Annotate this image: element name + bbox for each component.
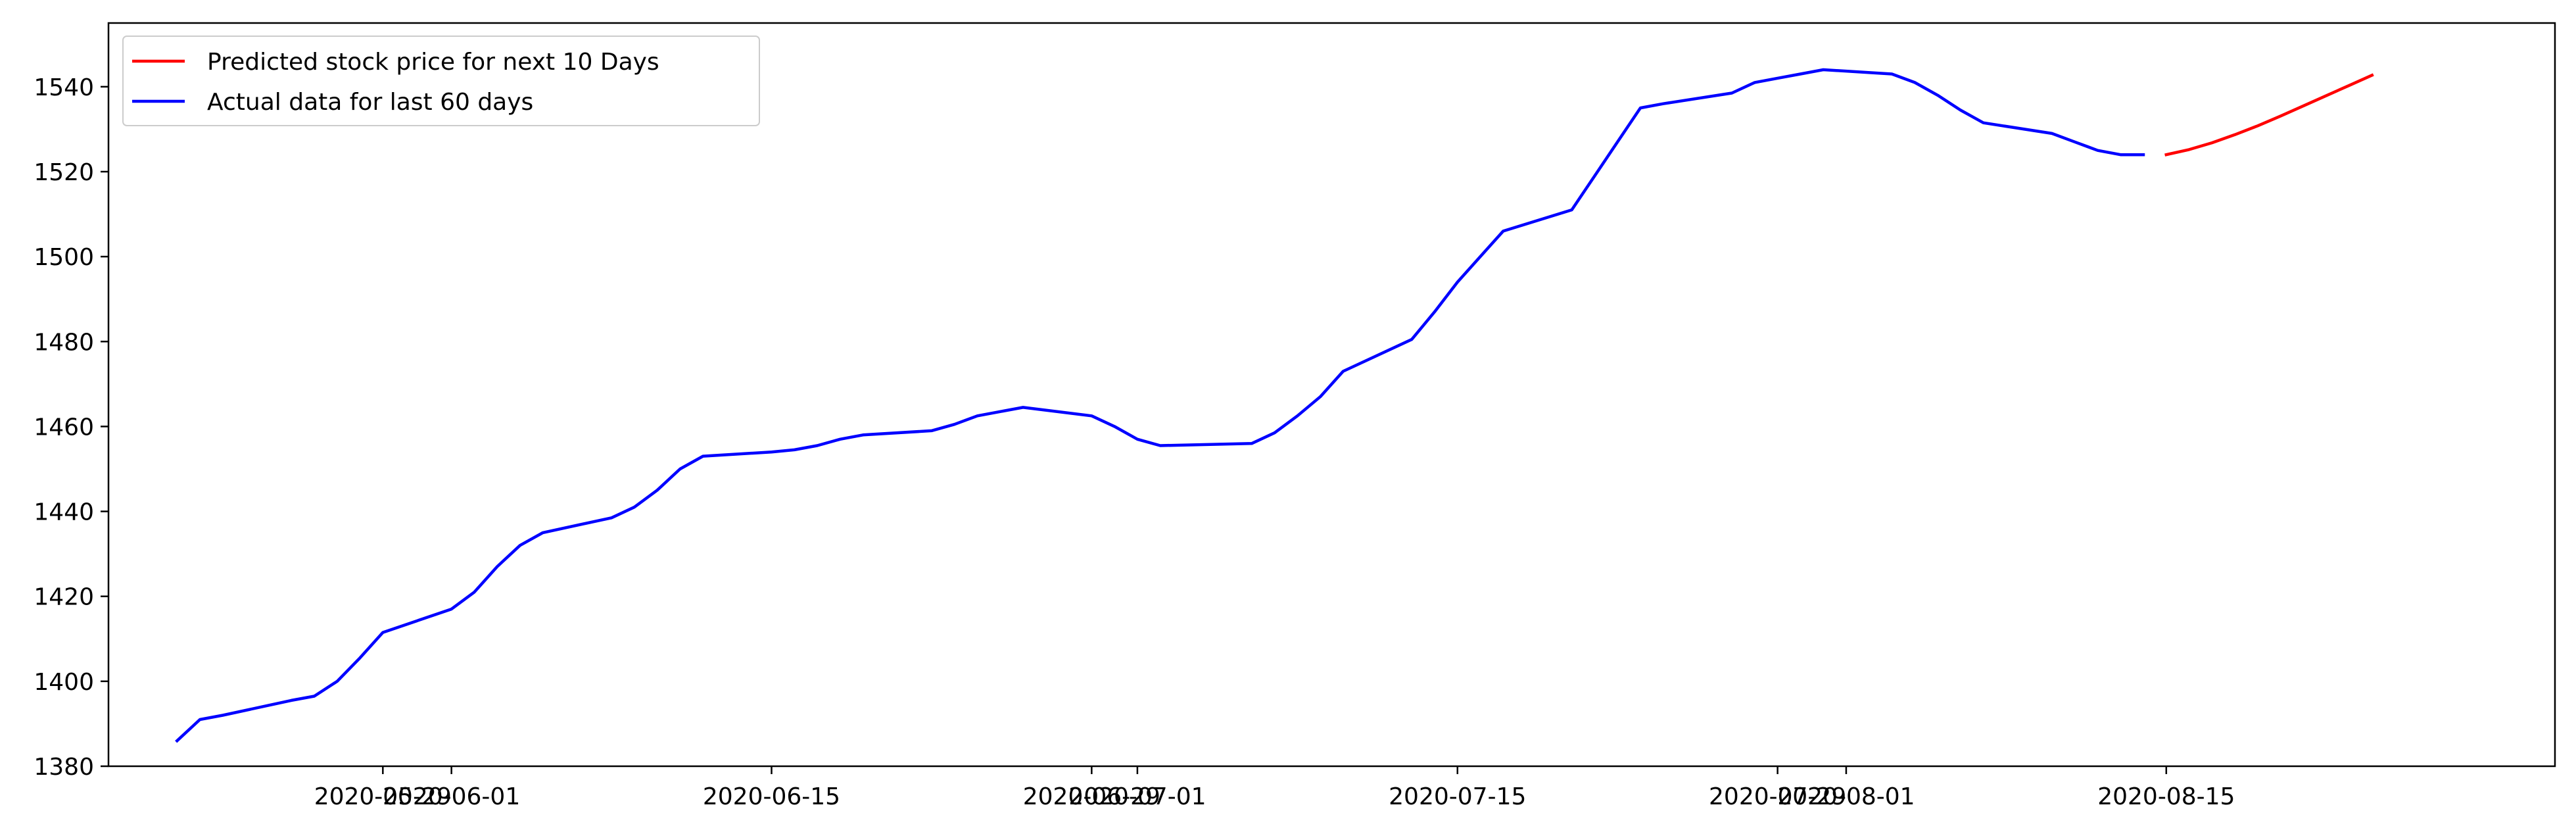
plot-frame [107, 22, 2556, 768]
x-tick-label: 2020-07-01 [1068, 783, 1206, 810]
x-tick-label: 2020-05-29 [314, 783, 452, 810]
y-axis: 1380 1400 1420 1440 1460 1480 1500 1520 1540 [34, 74, 108, 781]
x-tick-label: 2020-08-15 [2097, 783, 2235, 810]
y-tick-label: 1400 [34, 669, 94, 696]
plot-lines [175, 68, 2374, 743]
y-tick-label: 1420 [34, 584, 94, 611]
legend-label-predicted: Predicted stock price for next 10 Days [207, 49, 659, 76]
y-tick-label: 1380 [34, 754, 94, 781]
series-line-actual [175, 68, 2145, 743]
y-tick-label: 1440 [34, 499, 94, 526]
legend: Predicted stock price for next 10 Days A… [122, 36, 760, 126]
x-tick-label: 2020-08-01 [1777, 783, 1915, 810]
y-tick-label: 1500 [34, 244, 94, 271]
series-line-predicted [2164, 73, 2374, 157]
y-tick-label: 1520 [34, 159, 94, 186]
y-tick-label: 1460 [34, 414, 94, 441]
x-tick-label: 2020-06-01 [383, 783, 520, 810]
y-tick-label: 1480 [34, 329, 94, 356]
x-tick-label: 2020-07-29 [1709, 783, 1846, 810]
x-tick-label: 2020-07-15 [1389, 783, 1526, 810]
x-tick-label: 2020-06-15 [703, 783, 840, 810]
legend-label-actual: Actual data for last 60 days [207, 89, 533, 116]
x-tick-label: 2020-06-29 [1023, 783, 1160, 810]
legend-box [122, 36, 760, 126]
y-tick-label: 1540 [34, 74, 94, 101]
